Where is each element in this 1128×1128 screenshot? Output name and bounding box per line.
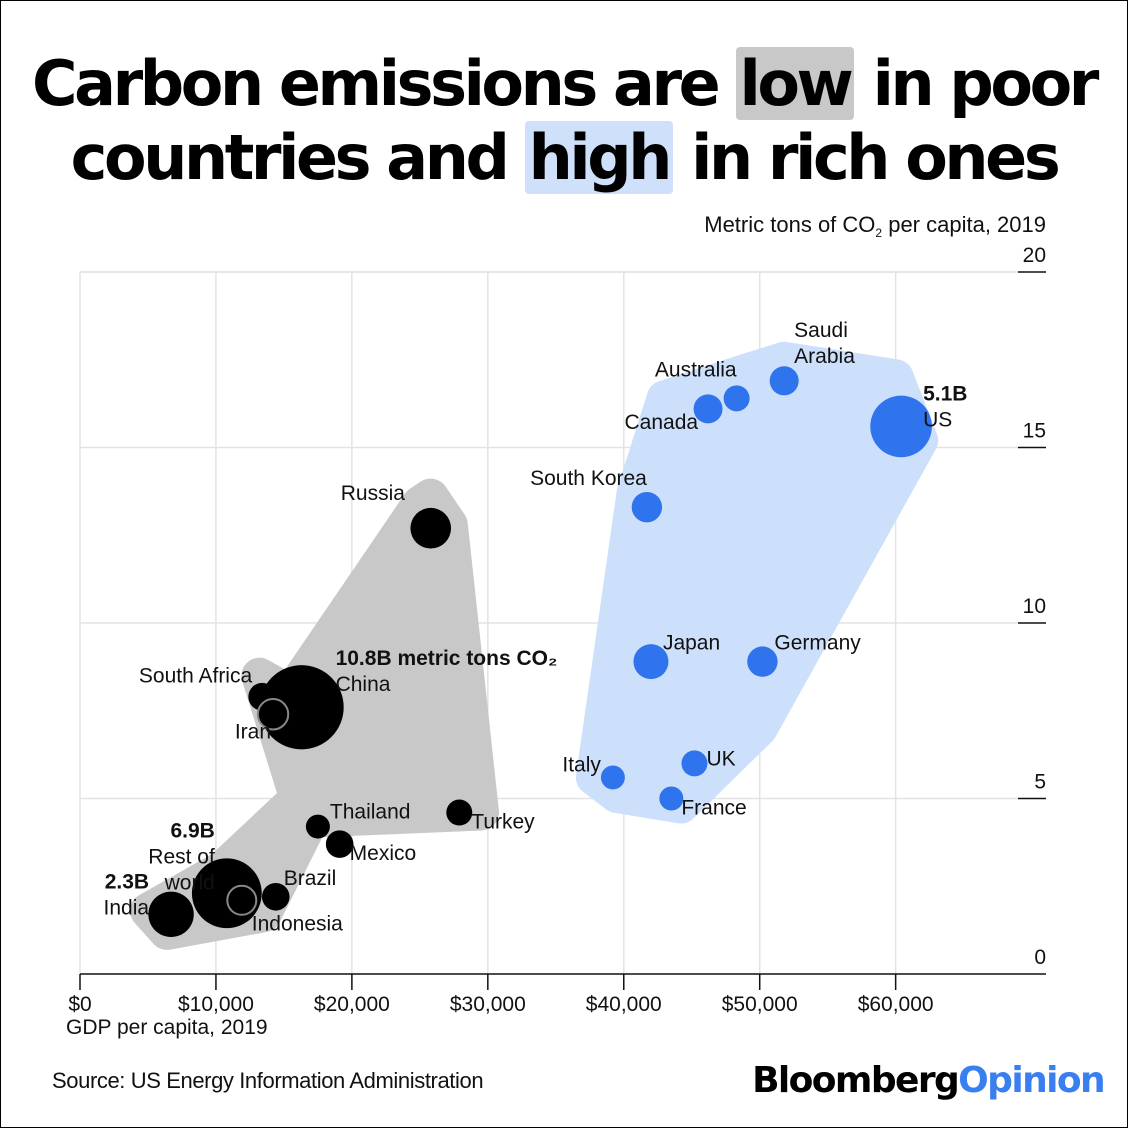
x-tick-label: $50,000	[722, 993, 798, 1016]
point-label-mexico: Mexico	[350, 842, 417, 865]
point-label-china: China	[336, 673, 391, 696]
y-axis-unit-label: Metric tons of CO2 per capita, 2019	[704, 212, 1046, 240]
point-label-us: US	[923, 408, 952, 431]
point-label-uk: UK	[706, 747, 735, 770]
x-tick-label: $30,000	[450, 993, 526, 1016]
point-uk	[681, 750, 708, 777]
point-saudi-arabia	[769, 366, 799, 396]
point-total-rest-of-world: 6.9B	[170, 819, 214, 842]
x-tick-label: $0	[68, 993, 91, 1016]
point-label-canada: Canada	[624, 411, 698, 434]
point-italy	[600, 765, 625, 790]
point-france	[659, 786, 684, 811]
point-label-italy: Italy	[562, 753, 601, 776]
point-label-thailand: Thailand	[330, 801, 411, 824]
source-note: Source: US Energy Information Administra…	[52, 1068, 484, 1093]
y-tick-label: 5	[1034, 771, 1046, 794]
x-tick-label: $40,000	[586, 993, 662, 1016]
point-us	[870, 395, 932, 458]
axes: $0 $10,000 $20,000 $30,000 $40,000 $50,000 $60…	[68, 244, 1046, 1016]
highlight-low: low	[735, 47, 855, 120]
point-thailand	[305, 814, 330, 839]
point-label-saudi-arabia: Arabia	[794, 345, 855, 368]
point-germany	[747, 646, 778, 677]
chart-title-line-1: Carbon emissions are low in poor	[32, 47, 1099, 120]
point-canada	[693, 394, 723, 424]
x-tick-label: $60,000	[858, 993, 934, 1016]
x-axis-label: GDP per capita, 2019	[66, 1016, 268, 1039]
point-brazil	[261, 882, 290, 911]
point-label-japan: Japan	[663, 632, 720, 655]
point-australia	[723, 385, 750, 412]
point-label-iran: Iran	[235, 720, 271, 743]
point-indonesia	[226, 884, 258, 916]
point-iran	[256, 698, 290, 731]
point-label-south-korea: South Korea	[530, 467, 647, 490]
point-label-rest-of-world: Rest of	[148, 845, 215, 868]
point-total-china: 10.8B metric tons CO₂	[336, 647, 558, 670]
point-label-saudi-arabia: Saudi	[794, 319, 848, 342]
chart-title-line-2: countries and high in rich ones	[70, 121, 1061, 194]
x-tick-label: $20,000	[314, 993, 390, 1016]
point-label-brazil: Brazil	[284, 867, 337, 890]
highlight-high: high	[524, 121, 673, 194]
point-total-us: 5.1B	[923, 382, 967, 405]
point-russia	[410, 507, 452, 549]
y-tick-label: 0	[1034, 946, 1046, 969]
point-label-germany: Germany	[774, 632, 861, 655]
data-points	[148, 366, 932, 938]
bloomberg-opinion-logo: BloombergOpinion	[752, 1060, 1106, 1101]
y-tick-label: 10	[1023, 595, 1046, 618]
point-label-australia: Australia	[655, 358, 737, 381]
point-turkey	[446, 799, 473, 826]
point-japan	[633, 644, 669, 680]
y-tick-label: 20	[1023, 244, 1046, 267]
point-india	[148, 891, 194, 938]
point-label-south-africa: South Africa	[139, 665, 253, 688]
y-tick-label: 15	[1023, 420, 1046, 443]
point-total-india: 2.3B	[105, 870, 149, 893]
point-mexico	[325, 830, 354, 858]
point-label-rest-of-world: world	[164, 871, 215, 894]
point-labels: Russia 10.8B metric tons CO₂ China South Af…	[104, 319, 968, 935]
point-south-korea	[631, 491, 663, 523]
x-tick-label: $10,000	[178, 993, 254, 1016]
point-label-turkey: Turkey	[471, 811, 535, 834]
point-label-indonesia: Indonesia	[252, 912, 343, 935]
point-label-russia: Russia	[341, 482, 406, 505]
point-label-india: India	[104, 896, 150, 919]
point-label-france: France	[681, 797, 746, 820]
